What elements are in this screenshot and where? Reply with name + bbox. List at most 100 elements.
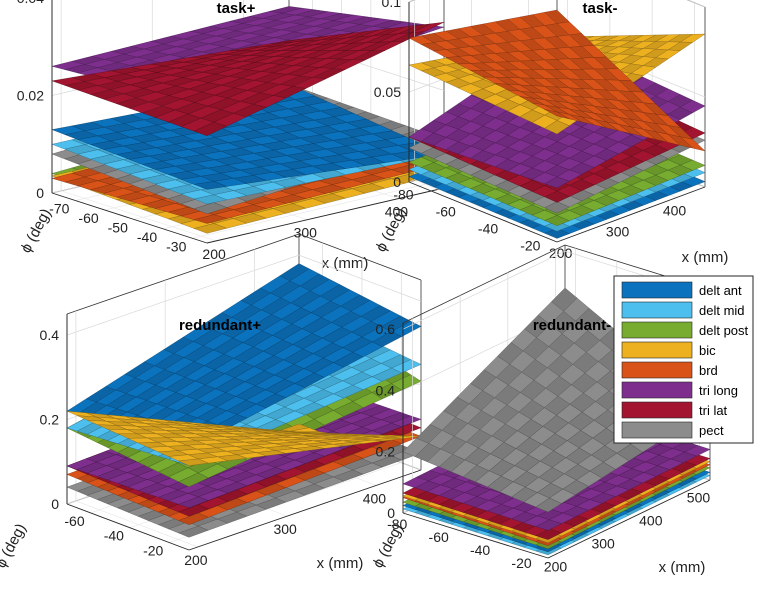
- y-tick-label: -40: [470, 542, 490, 558]
- legend-entry: pect: [621, 421, 724, 439]
- legend: delt ant delt mid delt post bic brd tri long t…: [613, 275, 754, 444]
- legend-label: delt mid: [699, 303, 745, 318]
- z-gridline: [686, 0, 706, 8]
- y-tick-label: -40: [104, 528, 124, 544]
- legend-label: brd: [699, 363, 718, 378]
- surface-patch: [544, 215, 570, 226]
- y-axis-label: ϕ (deg): [372, 205, 409, 255]
- legend-entry: brd: [621, 361, 718, 379]
- x-tick-label: 200: [184, 552, 208, 568]
- z-tick-label: 0.4: [376, 382, 396, 398]
- axis-box-edge: [66, 233, 300, 315]
- surface-patch: [178, 512, 209, 525]
- x-axis-label: x (mm): [682, 249, 729, 266]
- x-axis-line: [556, 186, 706, 243]
- z-gridline: [408, 0, 416, 3]
- legend-swatch: [621, 421, 693, 439]
- legend-entry: bic: [621, 341, 716, 359]
- legend-label: delt post: [699, 323, 749, 338]
- legend-entry: tri long: [621, 381, 738, 399]
- x-floor-gridline: [61, 190, 217, 242]
- legend-swatch: [621, 321, 693, 339]
- x-axis-label: x (mm): [317, 555, 364, 572]
- x-axis-label: x (mm): [659, 559, 706, 576]
- surface-patch: [544, 120, 570, 135]
- y-axis-label: ϕ (deg): [369, 521, 406, 571]
- legend-label: tri long: [699, 383, 738, 398]
- z-tick-label: 0.2: [40, 412, 60, 428]
- legend-label: tri lat: [699, 403, 728, 418]
- panel-title: task-: [582, 0, 617, 17]
- y-floor-gridline: [192, 182, 430, 239]
- y-axis-line: [66, 503, 190, 551]
- surface-bic: [66, 410, 422, 466]
- z-tick-label: 0: [387, 505, 395, 521]
- surface-patch: [178, 525, 209, 538]
- z-tick-label: 0: [51, 496, 59, 512]
- y-tick-label: -60: [78, 210, 98, 226]
- y-tick-label: -40: [478, 221, 498, 237]
- z-tick-label: 0.4: [40, 327, 60, 343]
- z-tick-label: 0.1: [382, 0, 402, 10]
- panel-title: redundant+: [179, 317, 261, 334]
- x-tick-label: 200: [202, 246, 226, 262]
- legend-entry: delt mid: [621, 301, 745, 319]
- legend-swatch: [621, 361, 693, 379]
- z-tick-label: 0: [36, 185, 44, 201]
- legend-swatch: [621, 341, 693, 359]
- x-tick-label: 400: [663, 203, 687, 219]
- surface-patch: [193, 181, 228, 190]
- surface-patch: [178, 458, 209, 466]
- z-tick-label: 0.02: [17, 88, 44, 104]
- x-tick-label: 400: [385, 204, 409, 220]
- x-floor-gridline: [75, 500, 199, 548]
- y-tick-label: -20: [511, 555, 531, 571]
- axis-box-edge: [686, 0, 706, 8]
- y-tick-label: -30: [166, 238, 186, 254]
- z-gridline: [66, 254, 300, 336]
- y-tick-label: -50: [108, 219, 128, 235]
- y-tick-label: -20: [520, 238, 540, 254]
- y-tick-label: -80: [393, 186, 413, 202]
- x-tick-label: 400: [639, 513, 663, 529]
- y-axis-label: ϕ (deg): [0, 521, 30, 571]
- x-tick-label: 300: [591, 535, 615, 551]
- surface-patch: [193, 122, 228, 136]
- surface-patch: [544, 190, 570, 203]
- legend-entry: tri lat: [621, 401, 728, 419]
- x-axis-line: [188, 469, 422, 551]
- surface-delt-ant: [66, 263, 422, 449]
- surface-patch: [178, 472, 209, 487]
- surface-brd: [408, 9, 706, 152]
- z-gridline: [402, 250, 566, 330]
- z-tick-label: 0.6: [376, 321, 396, 337]
- legend-label: delt ant: [699, 283, 742, 298]
- legend-label: pect: [699, 423, 724, 438]
- x-tick-label: 300: [606, 224, 630, 240]
- z-gridline: [298, 254, 422, 302]
- y-tick-label: -60: [436, 203, 456, 219]
- legend-entry: delt post: [621, 321, 749, 339]
- z-tick-label: 0.2: [376, 444, 396, 460]
- legend-swatch: [621, 401, 693, 419]
- legend-swatch: [621, 281, 693, 299]
- surface-patch: [544, 109, 570, 120]
- y-axis-line: [51, 192, 208, 244]
- y-axis-line: [408, 181, 558, 243]
- y-tick-label: -20: [143, 543, 163, 559]
- surface-patch: [544, 176, 570, 189]
- surface-tri-lat: [51, 22, 445, 136]
- surface-patch: [193, 214, 228, 224]
- legend-entry: delt ant: [621, 281, 742, 299]
- axis-box-edge: [298, 233, 422, 281]
- x-tick-label: 300: [294, 225, 318, 241]
- surface-patch: [193, 223, 228, 234]
- z-tick-label: 0.04: [17, 0, 44, 6]
- y-tick-label: -70: [49, 201, 69, 217]
- y-axis-label: ϕ (deg): [17, 206, 54, 256]
- z-tick-label: 0.05: [374, 84, 401, 100]
